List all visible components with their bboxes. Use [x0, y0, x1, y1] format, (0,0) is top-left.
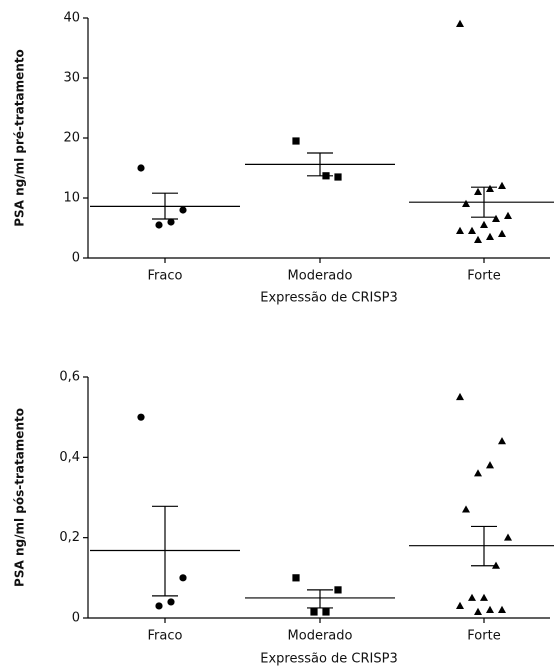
y-axis-title: PSA ng/ml pós-tratamento: [13, 408, 27, 587]
data-point: [462, 505, 470, 513]
data-point: [498, 229, 506, 237]
y-tick-label: 0,6: [59, 370, 80, 385]
data-point: [480, 220, 488, 228]
data-point: [474, 187, 482, 195]
x-axis-title: Expressão de CRISP3: [260, 652, 398, 667]
y-tick-label: 10: [63, 191, 80, 206]
data-point: [480, 593, 488, 601]
data-point: [179, 574, 187, 582]
data-point: [292, 574, 300, 582]
data-point: [486, 605, 494, 613]
data-point: [155, 602, 163, 610]
data-point: [334, 586, 342, 594]
x-tick-label: Forte: [467, 269, 500, 284]
x-tick-label: Fraco: [148, 269, 183, 284]
data-point: [486, 461, 494, 469]
data-point: [504, 533, 512, 541]
data-point: [310, 608, 318, 616]
data-point: [474, 235, 482, 243]
data-point: [462, 199, 470, 207]
data-point: [322, 608, 330, 616]
y-tick-label: 0: [72, 251, 80, 266]
data-point: [498, 181, 506, 189]
data-point: [167, 598, 175, 606]
data-point: [486, 232, 494, 240]
data-point: [468, 593, 476, 601]
data-point: [498, 605, 506, 613]
x-tick-label: Moderado: [288, 269, 353, 284]
data-point: [492, 214, 500, 222]
data-point: [474, 607, 482, 615]
data-point: [179, 206, 187, 214]
y-tick-label: 40: [63, 11, 80, 26]
data-point: [486, 184, 494, 192]
data-point: [167, 218, 175, 226]
data-point: [334, 173, 342, 181]
data-point: [456, 392, 464, 401]
y-axis-title: PSA ng/ml pré-tratamento: [13, 49, 27, 227]
data-point: [474, 469, 482, 477]
x-tick-label: Moderado: [288, 629, 353, 644]
data-point: [292, 137, 300, 145]
data-point: [456, 601, 464, 609]
data-point: [456, 226, 464, 234]
y-tick-label: 0,2: [59, 530, 80, 545]
y-tick-label: 20: [63, 131, 80, 146]
y-tick-label: 0,4: [59, 450, 80, 465]
x-axis-title: Expressão de CRISP3: [260, 291, 398, 306]
data-point: [155, 221, 163, 229]
data-point: [137, 164, 145, 172]
data-point: [137, 413, 145, 421]
data-point: [468, 226, 476, 234]
data-point: [498, 437, 506, 445]
data-point: [456, 19, 464, 27]
data-point: [504, 211, 512, 219]
x-tick-label: Forte: [467, 629, 500, 644]
y-tick-label: 30: [63, 71, 80, 86]
y-tick-label: 0: [72, 611, 80, 626]
x-tick-label: Fraco: [148, 629, 183, 644]
